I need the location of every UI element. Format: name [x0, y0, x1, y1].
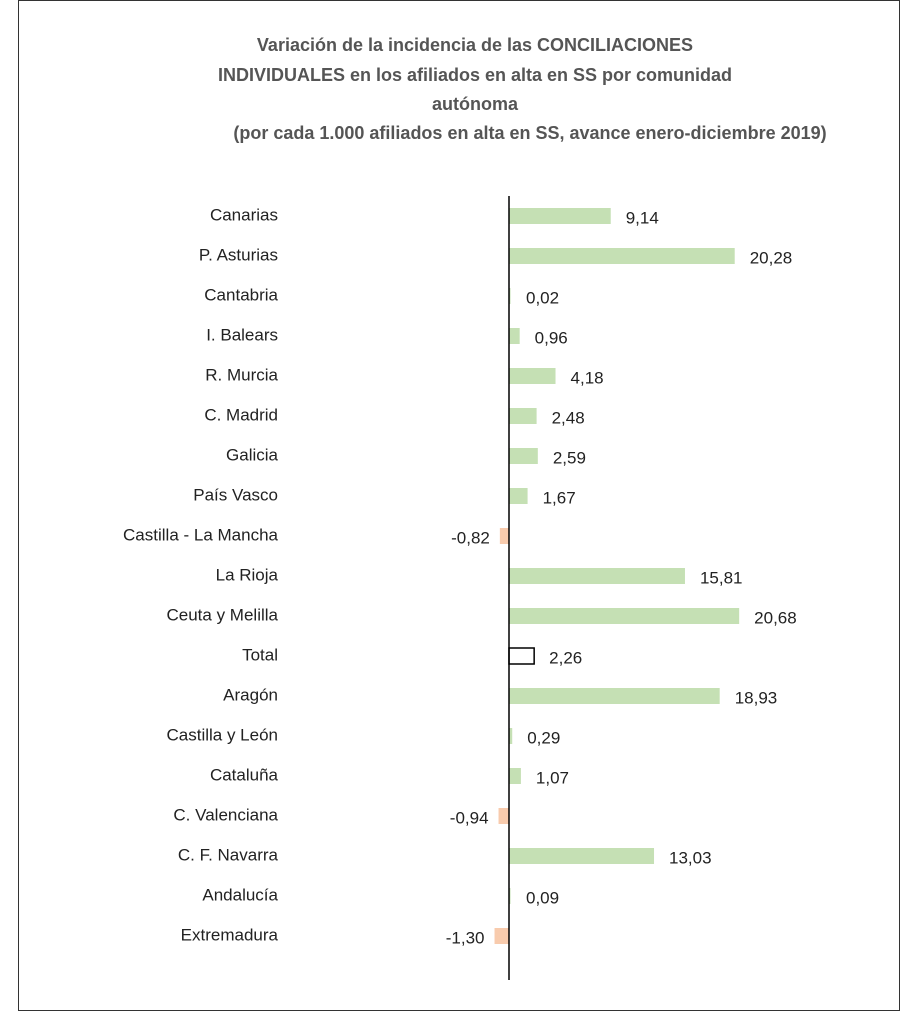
- value-label: 0,02: [526, 288, 559, 307]
- category-label: C. F. Navarra: [178, 845, 279, 864]
- bar: [509, 248, 735, 264]
- value-label: 2,48: [552, 408, 585, 427]
- category-label: Cantabria: [204, 285, 278, 304]
- category-label: Total: [242, 645, 278, 664]
- category-label: C. Valenciana: [173, 805, 278, 824]
- chart-title: Variación de la incidencia de las CONCIL…: [257, 35, 693, 55]
- value-label: 1,07: [536, 768, 569, 787]
- bar: [509, 488, 528, 504]
- value-label: 4,18: [571, 368, 604, 387]
- category-label: Extremadura: [181, 925, 279, 944]
- bar: [509, 368, 556, 384]
- value-label: -0,82: [451, 528, 490, 547]
- category-label: R. Murcia: [205, 365, 278, 384]
- bar: [509, 728, 513, 744]
- value-label: -0,94: [450, 808, 489, 827]
- value-label: 2,59: [553, 448, 586, 467]
- bar: [509, 768, 521, 784]
- bar: [509, 848, 655, 864]
- category-label: Castilla - La Mancha: [123, 525, 279, 544]
- chart-title: autónoma: [432, 94, 519, 114]
- category-label: Canarias: [210, 205, 278, 224]
- value-label: 0,09: [526, 888, 559, 907]
- chart-title: INDIVIDUALES en los afiliados en alta en…: [218, 65, 732, 85]
- category-label: C. Madrid: [204, 405, 278, 424]
- value-label: 0,96: [535, 328, 568, 347]
- category-label: Andalucía: [202, 885, 278, 904]
- chart-border: [18, 0, 900, 1011]
- chart-subtitle: (por cada 1.000 afiliados en alta en SS,…: [233, 123, 826, 143]
- category-label: Castilla y León: [166, 725, 278, 744]
- value-label: 1,67: [543, 488, 576, 507]
- value-label: 2,26: [549, 648, 582, 667]
- value-label: 0,29: [527, 728, 560, 747]
- category-label: Galicia: [226, 445, 279, 464]
- category-label: País Vasco: [193, 485, 278, 504]
- bar: [509, 208, 611, 224]
- category-label: Ceuta y Melilla: [167, 605, 279, 624]
- value-label: 20,68: [754, 608, 797, 627]
- bar: [508, 647, 535, 665]
- category-label: P. Asturias: [199, 245, 278, 264]
- value-label: 18,93: [735, 688, 778, 707]
- value-label: 20,28: [750, 248, 793, 267]
- category-label: Cataluña: [210, 765, 279, 784]
- bar: [509, 408, 537, 424]
- bar: [509, 568, 685, 584]
- value-label: 9,14: [626, 208, 659, 227]
- category-label: La Rioja: [216, 565, 279, 584]
- value-label: 15,81: [700, 568, 743, 587]
- bar: [509, 608, 740, 624]
- bar: [494, 928, 509, 944]
- bar: [499, 528, 509, 544]
- bar: [498, 808, 509, 824]
- bar: [509, 688, 720, 704]
- bar: [509, 448, 538, 464]
- category-label: I. Balears: [206, 325, 278, 344]
- category-label: Aragón: [223, 685, 278, 704]
- value-label: -1,30: [446, 928, 485, 947]
- bar: [509, 328, 520, 344]
- value-label: 13,03: [669, 848, 712, 867]
